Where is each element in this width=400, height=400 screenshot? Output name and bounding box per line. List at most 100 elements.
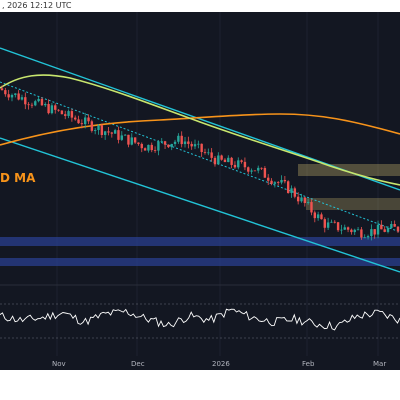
x-tick-label: Dec (131, 360, 145, 368)
candle-body (70, 111, 74, 118)
candle-body (54, 105, 57, 110)
candle-body (383, 229, 386, 232)
demand-zone-lower (0, 258, 400, 266)
candle-body (223, 159, 227, 163)
candle-body (47, 103, 50, 114)
candle-body (4, 90, 7, 95)
candle-body (290, 188, 293, 194)
candle-body (103, 131, 107, 135)
candle-body (93, 129, 97, 131)
candle-body (353, 229, 356, 233)
candle-body (323, 219, 326, 228)
candle-body (393, 224, 396, 227)
candle-body (24, 97, 27, 105)
candle-body (0, 88, 4, 91)
candle-body (20, 97, 24, 100)
candle-body (60, 110, 64, 115)
candle-body (250, 170, 253, 172)
candle-body (366, 236, 370, 238)
candle-body (67, 111, 70, 116)
candle-body (147, 144, 150, 151)
x-tick-label: Mar (373, 360, 386, 368)
candle-body (74, 117, 77, 120)
candle-body (257, 167, 260, 171)
candle-body (313, 212, 317, 219)
candle-body (34, 101, 37, 106)
supply-zone-upper (298, 164, 400, 176)
candle-body (293, 188, 297, 197)
candles (0, 85, 400, 241)
candle-body (80, 123, 84, 125)
candle-body (263, 168, 267, 178)
candle-body (370, 229, 373, 237)
candle-body (336, 222, 340, 231)
candle-body (83, 117, 87, 125)
candle-body (37, 98, 40, 102)
candle-body (260, 167, 263, 169)
candle-body (320, 214, 323, 220)
candle-body (203, 152, 207, 153)
candle-body (120, 135, 123, 140)
candle-body (240, 160, 243, 162)
candle-body (160, 141, 163, 143)
candle-body (90, 121, 94, 131)
candle-body (386, 227, 390, 232)
candle-body (173, 141, 177, 144)
candle-body (380, 224, 383, 230)
candle-body (253, 170, 257, 172)
candle-body (177, 135, 180, 142)
candle-body (133, 137, 137, 143)
candle-body (396, 226, 400, 232)
candle-body (170, 143, 173, 148)
candle-body (270, 180, 273, 184)
fast-ma-line (0, 74, 400, 186)
candle-body (360, 229, 363, 238)
candle-body (376, 224, 380, 235)
ma-label: D MA (0, 171, 36, 185)
x-axis: Nov Dec 2026 Feb Mar (52, 360, 386, 368)
candle-body (350, 229, 353, 233)
candle-body (237, 160, 240, 168)
candle-body (153, 150, 157, 151)
candle-body (117, 130, 120, 140)
candle-body (230, 157, 233, 165)
candle-body (57, 109, 60, 111)
candle-body (143, 148, 147, 151)
candle-body (167, 144, 170, 148)
candle-body (97, 125, 100, 130)
slow-ma-line (0, 113, 400, 146)
x-tick-label: Feb (302, 360, 315, 368)
candle-body (213, 157, 217, 165)
candle-body (87, 117, 90, 122)
candle-body (197, 143, 200, 145)
candle-body (64, 114, 67, 116)
candle-body (273, 182, 277, 184)
candle-body (340, 229, 343, 231)
channel-mid-line (0, 81, 400, 233)
candle-body (40, 98, 44, 106)
candle-body (227, 157, 230, 163)
chart-timestamp: , 2026 12:12 UTC (2, 1, 72, 10)
candle-body (110, 132, 114, 134)
candle-body (333, 221, 336, 223)
candle-body (306, 202, 310, 204)
candle-body (390, 224, 393, 228)
supply-zone-lower (306, 198, 400, 210)
candle-body (200, 143, 203, 153)
candle-body (100, 125, 104, 135)
candle-body (50, 105, 54, 114)
candle-body (283, 179, 287, 182)
candle-body (183, 141, 187, 145)
candle-body (363, 237, 366, 239)
footer-band (0, 370, 400, 400)
candle-body (17, 93, 20, 100)
candle-body (343, 227, 346, 230)
candle-body (300, 197, 303, 202)
candle-body (14, 93, 17, 95)
candle-body (277, 182, 280, 184)
candle-body (150, 144, 153, 151)
candle-body (247, 167, 250, 172)
x-tick-label: Nov (52, 360, 66, 368)
channel-lower-line (0, 137, 400, 273)
candle-body (140, 143, 143, 149)
